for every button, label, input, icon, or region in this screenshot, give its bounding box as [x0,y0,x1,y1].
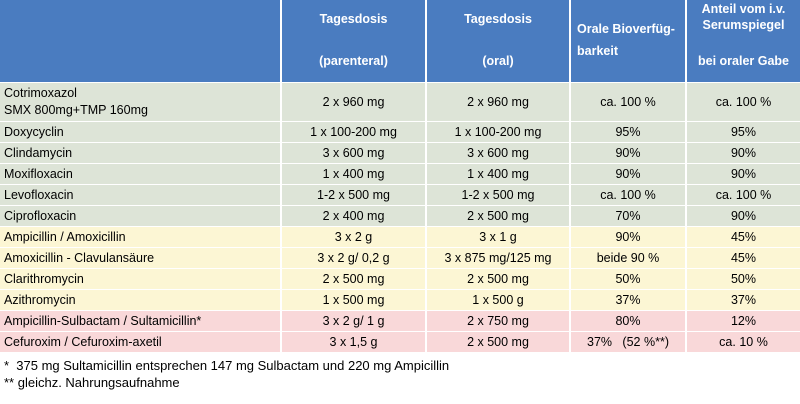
header-oral-title: Tagesdosis [464,12,532,26]
dose-parenteral: 3 x 1,5 g [281,331,427,352]
dose-parenteral: 2 x 960 mg [281,82,427,122]
dose-parenteral: 1 x 500 mg [281,289,427,311]
dose-oral: 2 x 960 mg [426,82,571,122]
dose-oral: 2 x 500 mg [426,331,571,352]
table-row: Cotrimoxazol SMX 800mg+TMP 160mg 2 x 960 … [0,82,800,122]
serum-share: 90% [686,205,800,227]
serum-share: ca. 10 % [686,331,800,352]
bioavailability: 95% [570,121,687,143]
header-bioavailability: Orale Bioverfüg- barkeit [570,0,687,83]
bioavailability: 90% [570,163,687,185]
table-row: Cefuroxim / Cefuroxim-axetil 3 x 1,5 g 2… [0,331,800,352]
serum-share: 12% [686,310,800,332]
serum-share: ca. 100 % [686,184,800,206]
header-anteil-line1: Anteil vom i.v. [701,2,786,16]
dose-oral: 2 x 500 mg [426,268,571,290]
bioavailability: 70% [570,205,687,227]
table-row: Azithromycin 1 x 500 mg 1 x 500 g 37% 37… [0,289,800,311]
table-row: Ciprofloxacin 2 x 400 mg 2 x 500 mg 70% … [0,205,800,227]
bioavailability: 80% [570,310,687,332]
dose-parenteral: 1-2 x 500 mg [281,184,427,206]
dose-parenteral: 3 x 2 g/ 1 g [281,310,427,332]
footnote-sultamicillin: * 375 mg Sultamicillin entsprechen 147 m… [4,358,450,373]
drug-name-line2: SMX 800mg+TMP 160mg [4,103,148,117]
dose-oral: 1 x 100-200 mg [426,121,571,143]
header-empty [0,0,282,83]
dose-parenteral: 1 x 400 mg [281,163,427,185]
header-row: Tagesdosis (parenteral) Tagesdosis (oral… [0,0,800,83]
bioavailability: ca. 100 % [570,82,687,122]
table-row: Clarithromycin 2 x 500 mg 2 x 500 mg 50%… [0,268,800,290]
table-row: Ampicillin-Sulbactam / Sultamicillin* 3 … [0,310,800,332]
drug-name: Clarithromycin [0,268,282,290]
serum-share: 45% [686,226,800,248]
dose-parenteral: 2 x 500 mg [281,268,427,290]
dose-oral: 3 x 875 mg/125 mg [426,247,571,269]
drug-name: Levofloxacin [0,184,282,206]
bioavailability: 90% [570,226,687,248]
drug-name: Ampicillin / Amoxicillin [0,226,282,248]
bioavailability: beide 90 % [570,247,687,269]
drug-name-line1: Cotrimoxazol [4,86,77,100]
drug-name: Amoxicillin - Clavulansäure [0,247,282,269]
serum-share: 45% [686,247,800,269]
header-anteil-line3: bei oraler Gabe [697,54,789,68]
header-anteil-line2: Serumspiegel [702,18,785,32]
table-row: Moxifloxacin 1 x 400 mg 1 x 400 mg 90% 9… [0,163,800,185]
drug-name: Moxifloxacin [0,163,282,185]
table-row: Ampicillin / Amoxicillin 3 x 2 g 3 x 1 g… [0,226,800,248]
dose-oral: 1 x 500 g [426,289,571,311]
serum-share: 37% [686,289,800,311]
dose-oral: 3 x 600 mg [426,142,571,164]
bioavailability: 50% [570,268,687,290]
header-bio-line2: barkeit [577,44,618,58]
serum-share: 50% [686,268,800,290]
table-row: Levofloxacin 1-2 x 500 mg 1-2 x 500 mg c… [0,184,800,206]
drug-name: Cefuroxim / Cefuroxim-axetil [0,331,282,352]
drug-name: Azithromycin [0,289,282,311]
footnote-food: ** gleichz. Nahrungsaufnahme [4,374,180,390]
header-bio-line1: Orale Bioverfüg- [577,22,675,36]
serum-share: 95% [686,121,800,143]
dose-oral: 1 x 400 mg [426,163,571,185]
table-row: Clindamycin 3 x 600 mg 3 x 600 mg 90% 90… [0,142,800,164]
drug-name: Ciprofloxacin [0,205,282,227]
antibiotics-table: Tagesdosis (parenteral) Tagesdosis (oral… [0,0,800,352]
dose-parenteral: 3 x 2 g/ 0,2 g [281,247,427,269]
footnotes: * 375 mg Sultamicillin entsprechen 147 m… [4,358,449,391]
serum-share: 90% [686,163,800,185]
header-parenteral-sub: (parenteral) [319,54,388,68]
dose-oral: 2 x 500 mg [426,205,571,227]
dose-oral: 2 x 750 mg [426,310,571,332]
dose-oral: 3 x 1 g [426,226,571,248]
header-oral: Tagesdosis (oral) [426,0,571,83]
header-serum-share: Anteil vom i.v. Serumspiegel bei oraler … [686,0,800,83]
bioavailability: 37% (52 %**) [570,331,687,352]
header-oral-sub: (oral) [482,54,514,68]
bioavailability: 90% [570,142,687,164]
dose-oral: 1-2 x 500 mg [426,184,571,206]
drug-name: Cotrimoxazol SMX 800mg+TMP 160mg [0,82,282,122]
drug-name: Doxycyclin [0,121,282,143]
header-parenteral-title: Tagesdosis [319,12,388,26]
serum-share: 90% [686,142,800,164]
bioavailability: ca. 100 % [570,184,687,206]
dose-parenteral: 1 x 100-200 mg [281,121,427,143]
bioavailability: 37% [570,289,687,311]
dose-parenteral: 3 x 600 mg [281,142,427,164]
header-parenteral: Tagesdosis (parenteral) [281,0,427,83]
table-row: Doxycyclin 1 x 100-200 mg 1 x 100-200 mg… [0,121,800,143]
drug-name: Ampicillin-Sulbactam / Sultamicillin* [0,310,282,332]
drug-name: Clindamycin [0,142,282,164]
serum-share: ca. 100 % [686,82,800,122]
dose-parenteral: 2 x 400 mg [281,205,427,227]
dose-parenteral: 3 x 2 g [281,226,427,248]
table-row: Amoxicillin - Clavulansäure 3 x 2 g/ 0,2… [0,247,800,269]
